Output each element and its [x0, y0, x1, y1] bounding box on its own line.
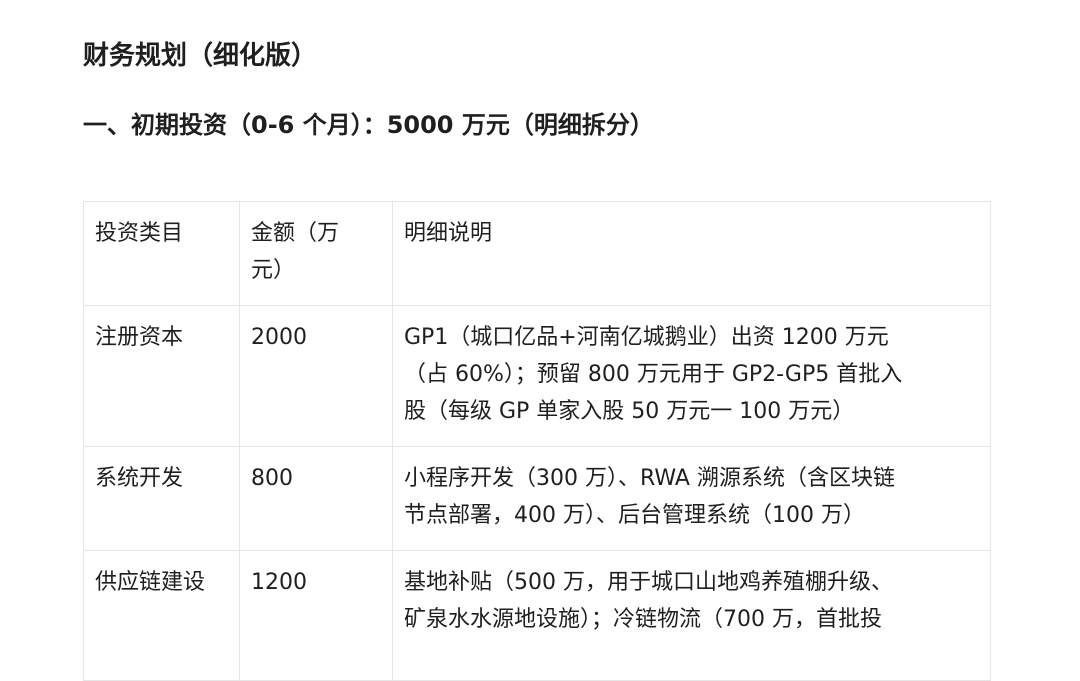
cell-category: 系统开发	[83, 446, 240, 551]
section-heading: 一、初期投资（0-6 个月）：5000 万元（明细拆分）	[83, 111, 654, 139]
investment-table: 投资类目 金额（万 元） 明细说明 注册资本 2000 GP1（城口亿品+河南亿…	[83, 201, 991, 681]
header-category: 投资类目	[83, 201, 240, 306]
table-row: 供应链建设 1200 基地补贴（500 万，用于城口山地鸡养殖棚升级、 矿泉水水…	[83, 550, 991, 681]
table-row: 注册资本 2000 GP1（城口亿品+河南亿城鹅业）出资 1200 万元 （占 …	[83, 305, 991, 447]
cell-category: 供应链建设	[83, 550, 240, 681]
cell-details: GP1（城口亿品+河南亿城鹅业）出资 1200 万元 （占 60%）；预留 80…	[392, 305, 991, 447]
table-header-row: 投资类目 金额（万 元） 明细说明	[83, 201, 991, 306]
header-details: 明细说明	[392, 201, 991, 306]
document-title: 财务规划（细化版）	[83, 41, 318, 71]
cell-category: 注册资本	[83, 305, 240, 447]
cell-amount: 2000	[239, 305, 393, 447]
cell-details: 小程序开发（300 万）、RWA 溯源系统（含区块链 节点部署，400 万）、后…	[392, 446, 991, 551]
header-amount: 金额（万 元）	[239, 201, 393, 306]
table-row: 系统开发 800 小程序开发（300 万）、RWA 溯源系统（含区块链 节点部署…	[83, 446, 991, 551]
cell-amount: 800	[239, 446, 393, 551]
cell-amount: 1200	[239, 550, 393, 681]
cell-details: 基地补贴（500 万，用于城口山地鸡养殖棚升级、 矿泉水水源地设施）；冷链物流（…	[392, 550, 991, 681]
